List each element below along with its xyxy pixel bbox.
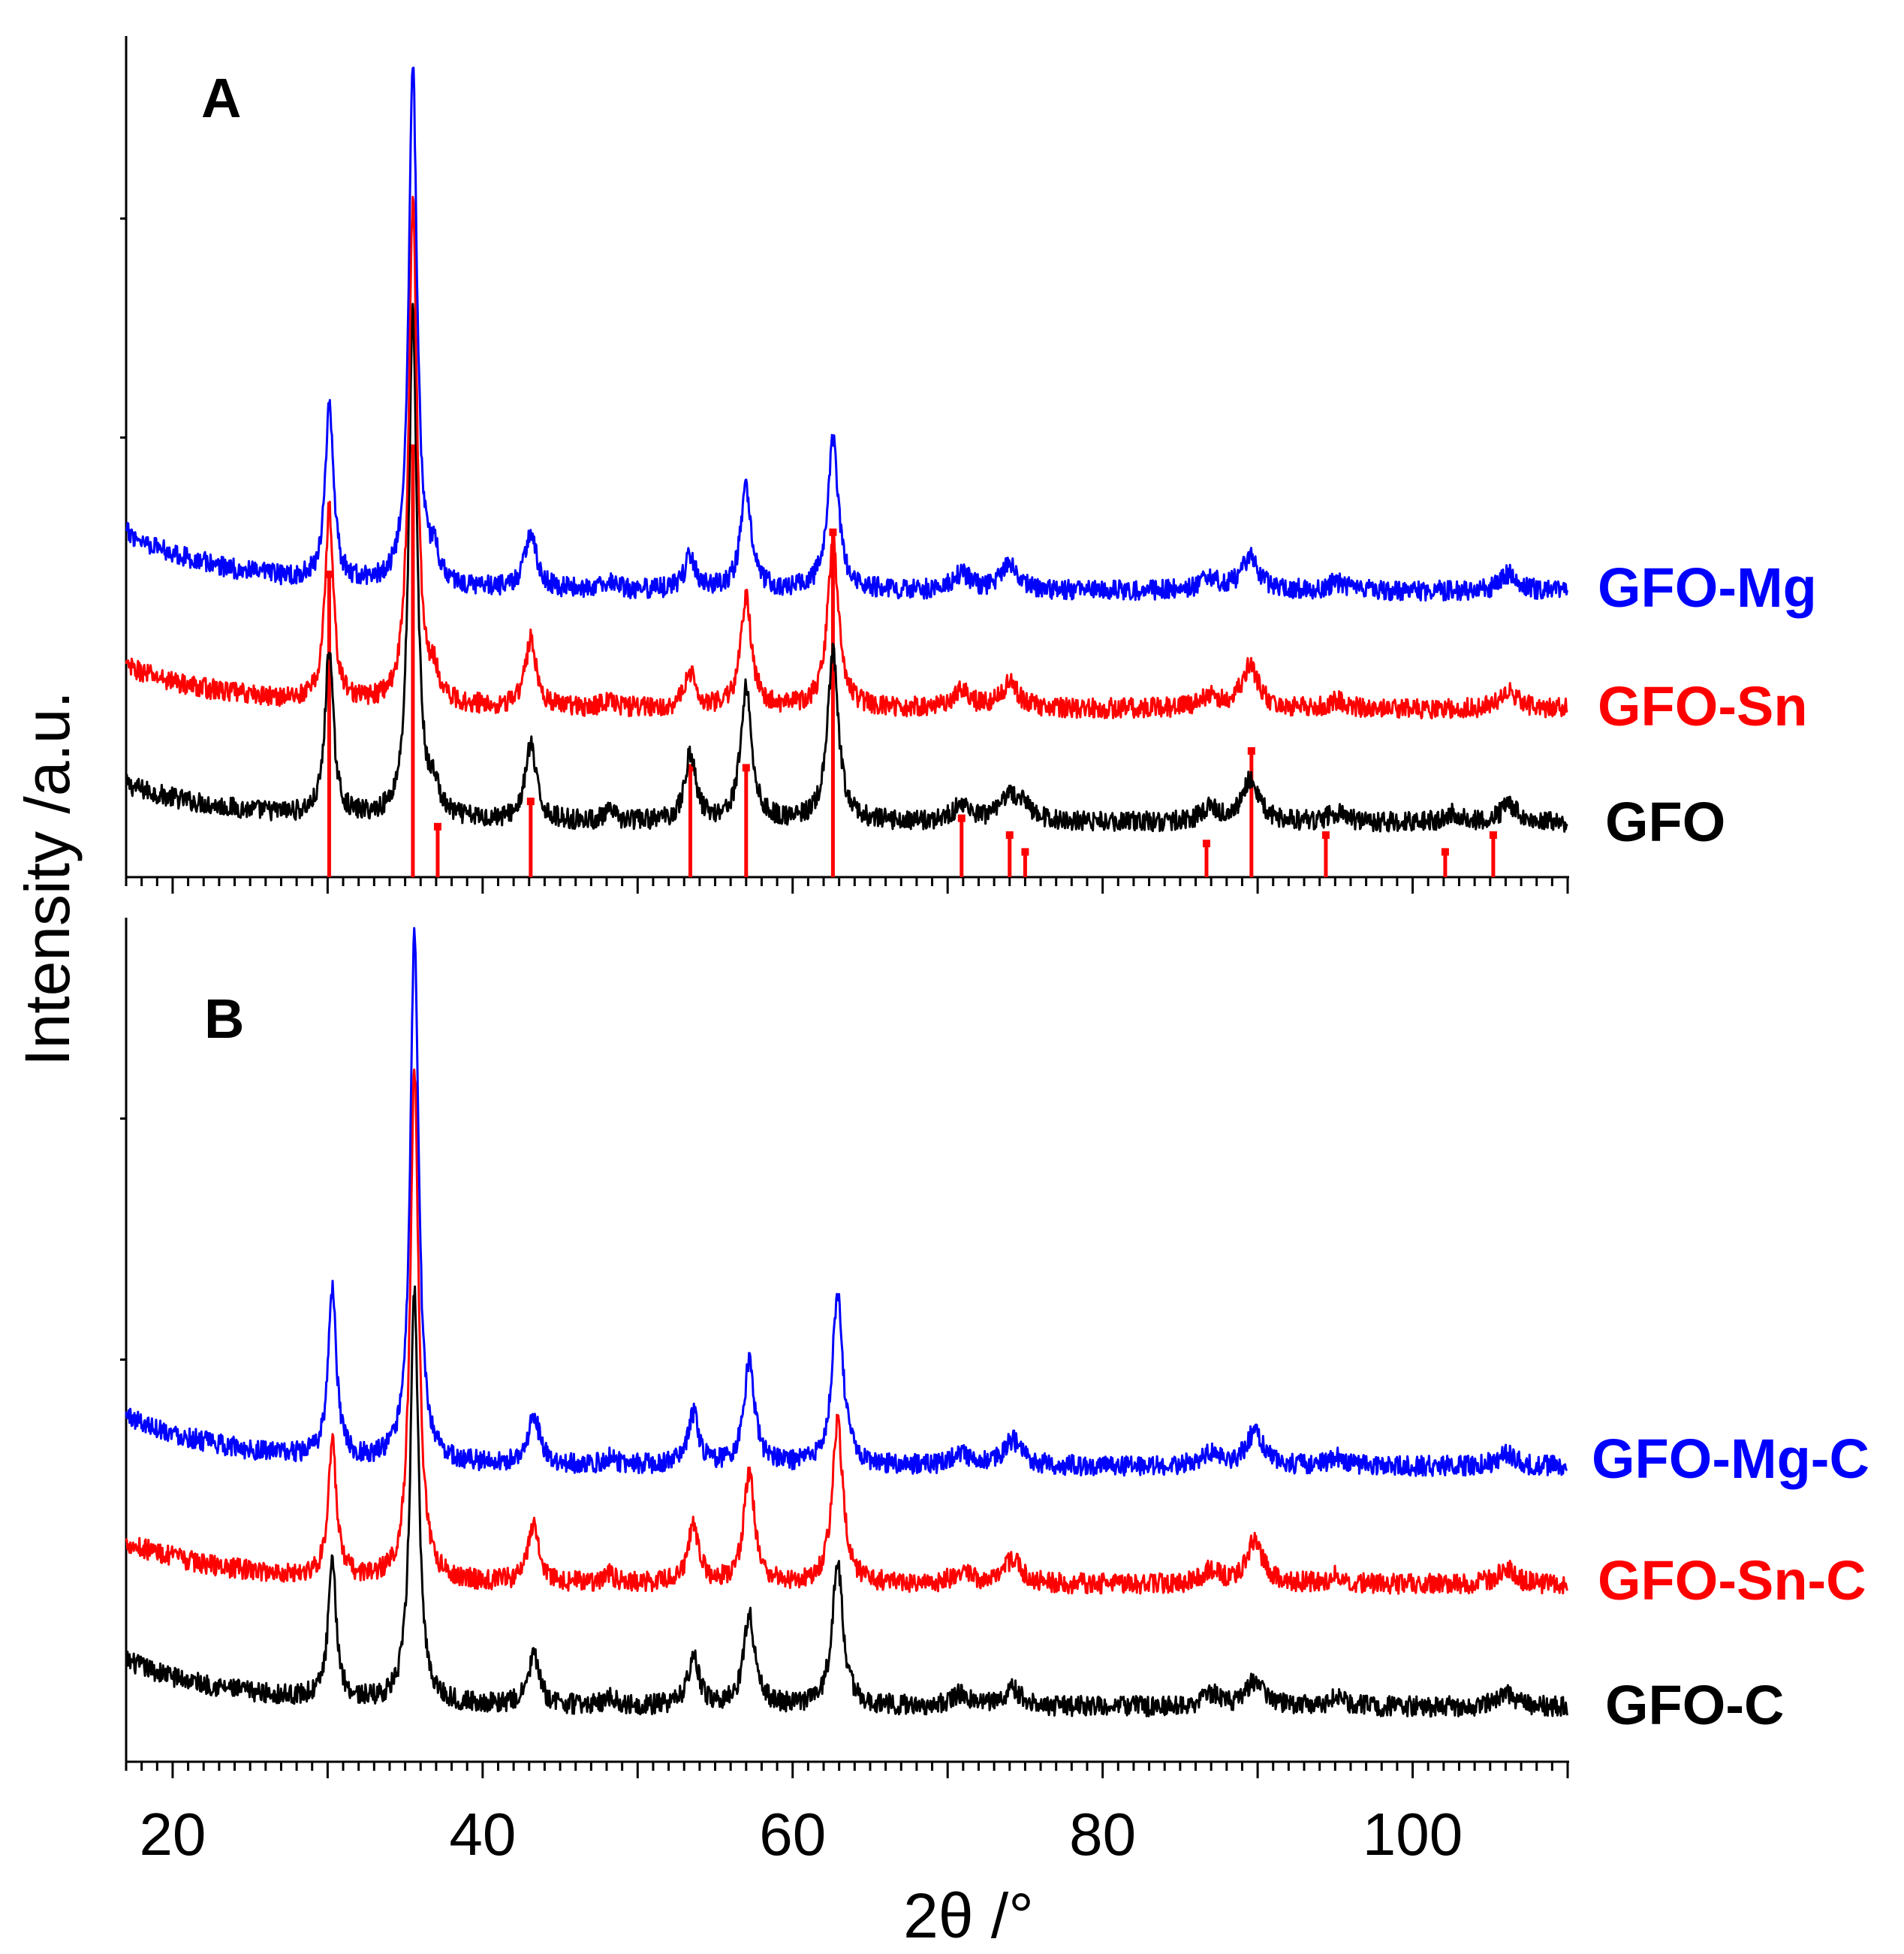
y-axis-title: Intensity /a.u. bbox=[12, 691, 83, 1066]
x-tick-label: 20 bbox=[139, 1801, 206, 1868]
legend-gfo: GFO bbox=[1605, 791, 1725, 853]
reference-marker bbox=[1005, 831, 1014, 839]
series-line-gfo-mg bbox=[125, 66, 1568, 602]
series-line-gfo bbox=[125, 303, 1568, 833]
x-tick-labels: 20 40 60 80 100 bbox=[139, 1801, 1463, 1868]
reference-marker bbox=[433, 822, 441, 831]
panel-a-letter: A bbox=[201, 67, 241, 129]
reference-marker bbox=[526, 798, 535, 806]
panel-b-traces bbox=[125, 927, 1568, 1718]
x-tick-label: 40 bbox=[449, 1801, 516, 1868]
panel-a-traces bbox=[125, 66, 1568, 833]
reference-marker bbox=[1202, 840, 1210, 848]
panel-a: A GFO-Mg GFO-Sn GFO bbox=[120, 36, 1817, 894]
legend-gfo-sn-c: GFO-Sn-C bbox=[1598, 1549, 1866, 1612]
reference-marker bbox=[1021, 848, 1029, 856]
reference-marker bbox=[1247, 747, 1255, 755]
series-line-gfo-mg-c bbox=[125, 927, 1568, 1477]
series-line-gfo-c bbox=[125, 1285, 1568, 1718]
series-line-gfo-sn-c bbox=[125, 1068, 1568, 1595]
reference-marker bbox=[829, 528, 837, 536]
x-axis-title: 2θ /° bbox=[903, 1880, 1034, 1951]
series-line-gfo-sn bbox=[125, 195, 1568, 719]
reference-marker bbox=[686, 764, 694, 772]
reference-marker bbox=[1489, 831, 1497, 839]
reference-marker bbox=[325, 570, 333, 578]
panel-b-letter: B bbox=[204, 988, 244, 1050]
x-tick-label: 80 bbox=[1069, 1801, 1136, 1868]
panel-b-x-ticks bbox=[120, 1117, 1569, 1778]
panel-b: B GFO-Mg-C GFO-Sn-C GFO-C bbox=[120, 918, 1869, 1778]
legend-gfo-mg: GFO-Mg bbox=[1598, 556, 1817, 619]
legend-gfo-mg-c: GFO-Mg-C bbox=[1592, 1428, 1869, 1490]
reference-marker bbox=[1321, 831, 1330, 839]
reference-marker bbox=[957, 814, 966, 822]
reference-marker bbox=[1441, 848, 1449, 856]
x-tick-label: 60 bbox=[759, 1801, 826, 1868]
reference-marker bbox=[742, 764, 750, 772]
x-tick-label: 100 bbox=[1363, 1801, 1463, 1868]
legend-gfo-sn: GFO-Sn bbox=[1598, 675, 1808, 737]
reference-marker bbox=[408, 444, 417, 452]
panel-a-x-ticks bbox=[120, 217, 1569, 894]
legend-gfo-c: GFO-C bbox=[1605, 1674, 1784, 1736]
